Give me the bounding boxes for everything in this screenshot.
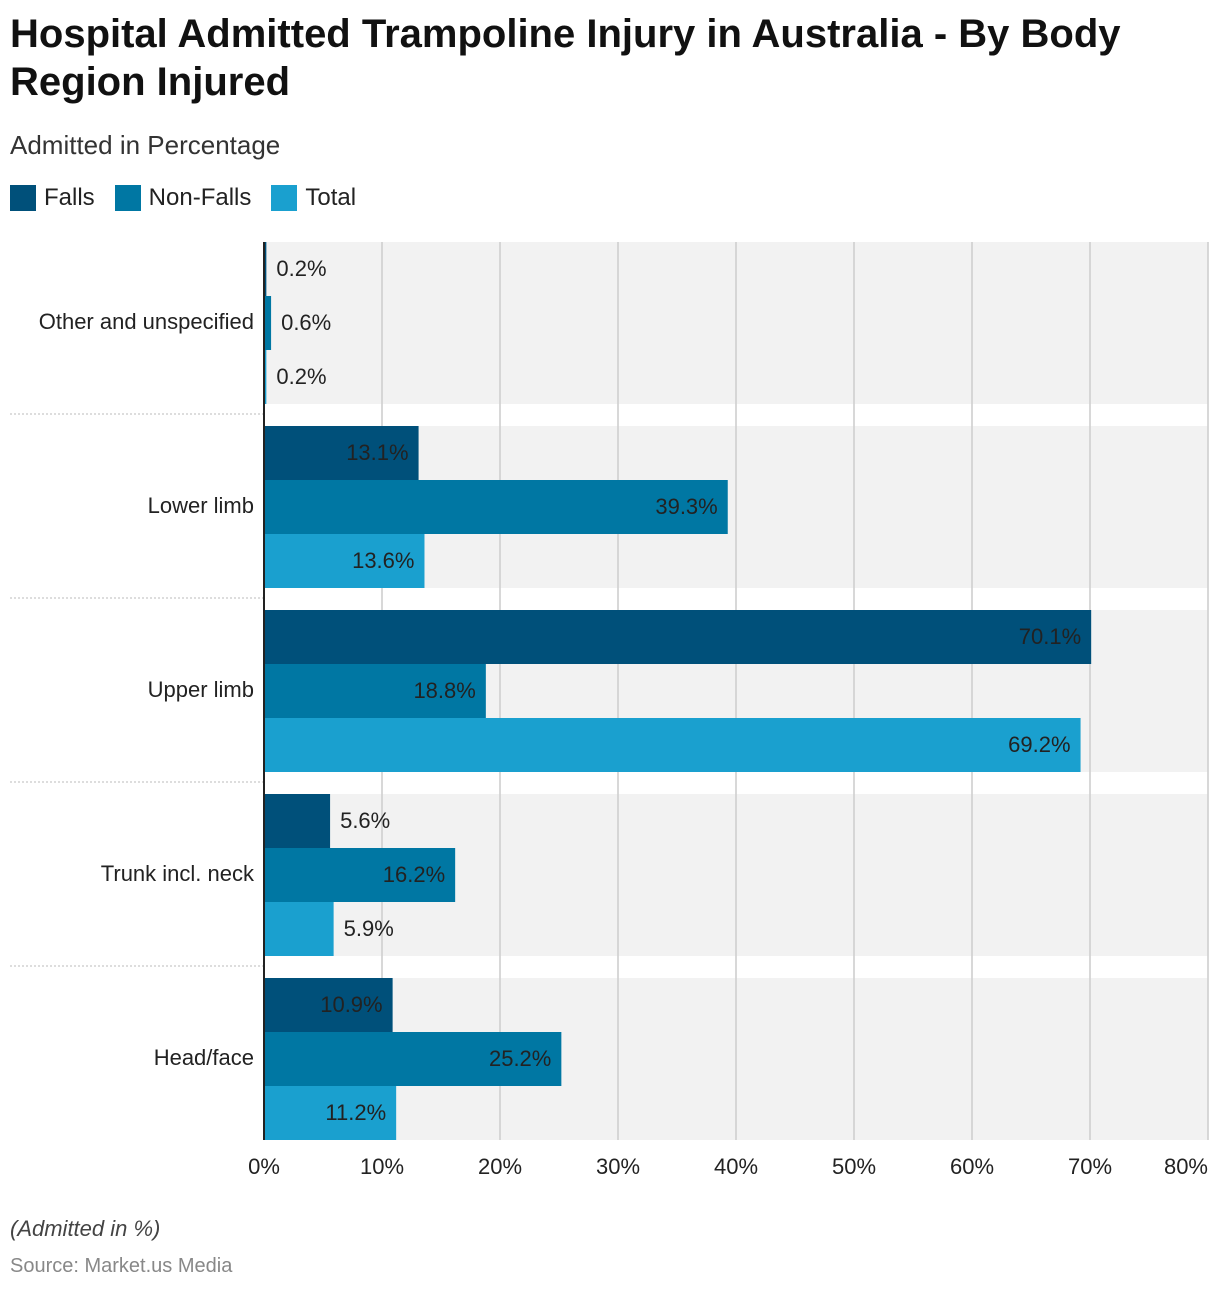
bar: [264, 1032, 562, 1086]
x-tick-label: 0%: [248, 1154, 280, 1179]
bar: [264, 480, 728, 534]
bar: [264, 296, 272, 350]
legend-swatch: [114, 185, 141, 211]
legend-item: Total: [271, 184, 356, 212]
legend-item: Falls: [10, 184, 95, 212]
data-label: 39.3%: [655, 494, 717, 519]
data-label: 69.2%: [1008, 732, 1070, 757]
y-tick-label: Other and unspecified: [39, 309, 254, 334]
data-label: 13.6%: [352, 548, 414, 573]
data-label: 16.2%: [383, 862, 445, 887]
x-tick-label: 60%: [950, 1154, 994, 1179]
x-tick-label: 50%: [832, 1154, 876, 1179]
data-label: 18.8%: [413, 678, 475, 703]
bar: [264, 978, 393, 1032]
data-label: 0.2%: [276, 364, 326, 389]
note: (Admitted in %): [10, 1216, 161, 1241]
x-tick-label: 20%: [478, 1154, 522, 1179]
chart-subtitle: Admitted in Percentage: [10, 130, 281, 160]
x-tick-label: 30%: [596, 1154, 640, 1179]
data-label: 5.9%: [344, 916, 394, 941]
legend-label: Non-Falls: [148, 184, 252, 211]
y-tick-label: Lower limb: [148, 493, 254, 518]
data-label: 0.2%: [276, 256, 326, 281]
legend-label: Falls: [44, 184, 95, 211]
y-tick-label: Head/face: [154, 1045, 254, 1070]
bar: [264, 902, 334, 956]
legend: Falls Non-Falls Total: [10, 184, 356, 212]
data-label: 70.1%: [1019, 624, 1081, 649]
x-tick-label: 80%: [1164, 1154, 1208, 1179]
y-tick-label: Trunk incl. neck: [101, 861, 255, 886]
bar: [264, 242, 267, 296]
legend-swatch: [271, 185, 298, 211]
data-label: 0.6%: [281, 310, 331, 335]
bar: [264, 610, 1092, 664]
bar: [264, 426, 419, 480]
bar: [264, 350, 267, 404]
legend-item: Non-Falls: [114, 184, 252, 212]
data-label: 10.9%: [320, 992, 382, 1017]
data-label: 25.2%: [489, 1046, 551, 1071]
legend-label: Total: [305, 184, 357, 211]
data-label: 5.6%: [340, 808, 390, 833]
bar: [264, 534, 425, 588]
data-label: 11.2%: [325, 1100, 386, 1125]
bar: [264, 848, 456, 902]
bar: [264, 664, 486, 718]
y-tick-label: Upper limb: [148, 677, 254, 702]
x-tick-label: 10%: [360, 1154, 404, 1179]
bar: [264, 1086, 397, 1140]
bar: [264, 718, 1081, 772]
legend-swatch: [10, 185, 36, 211]
x-tick-label: 40%: [714, 1154, 758, 1179]
bar: [264, 794, 331, 848]
x-tick-label: 70%: [1068, 1154, 1112, 1179]
source: Source: Market.us Media: [10, 1255, 233, 1277]
chart-title: Hospital Admitted Trampoline Injury in A…: [10, 12, 1121, 104]
data-label: 13.1%: [346, 440, 408, 465]
